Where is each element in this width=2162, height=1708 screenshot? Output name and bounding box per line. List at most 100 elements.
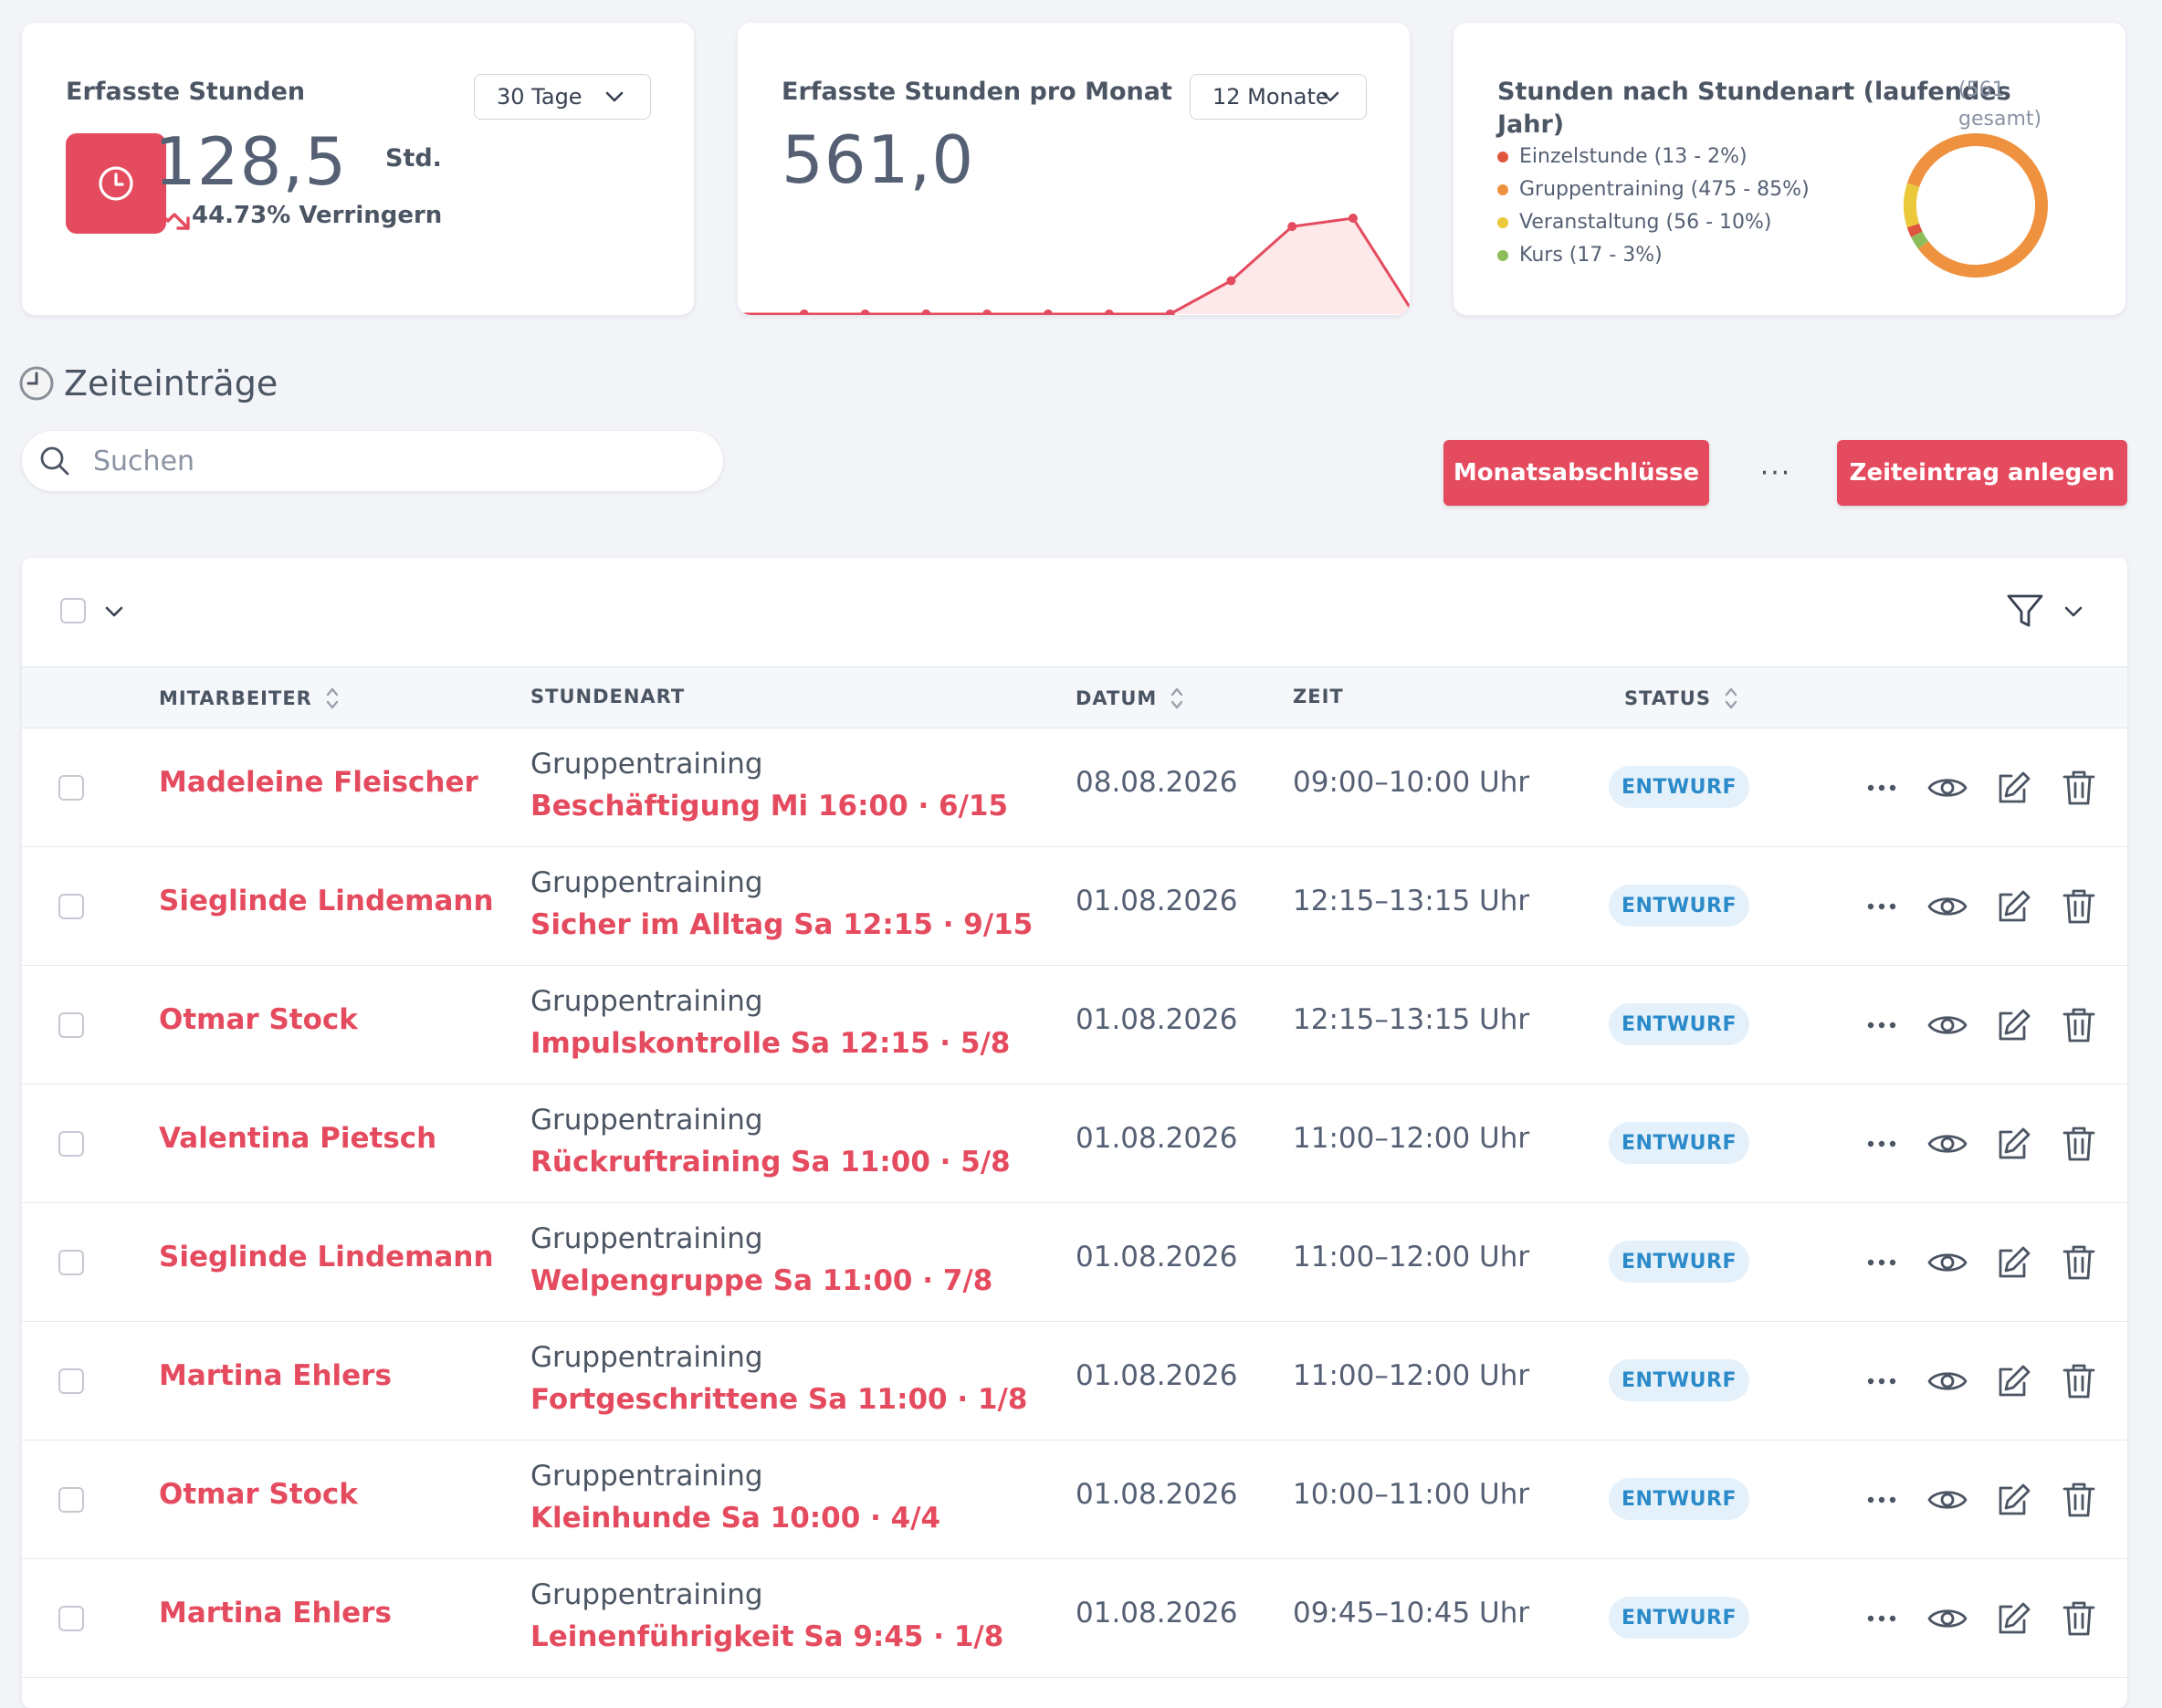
course-link[interactable]: Rückruftraining Sa 11:00 · 5/8 — [530, 1146, 1011, 1179]
row-checkbox[interactable] — [58, 1012, 84, 1038]
delete-button[interactable] — [2059, 768, 2099, 808]
more-icon — [1867, 784, 1896, 791]
course-link[interactable]: Fortgeschrittene Sa 11:00 · 1/8 — [530, 1383, 1028, 1416]
row-more-button[interactable] — [1862, 1480, 1902, 1520]
filter-icon[interactable] — [2005, 591, 2045, 631]
view-button[interactable] — [1927, 1480, 1968, 1520]
course-link[interactable]: Kleinhunde Sa 10:00 · 4/4 — [530, 1502, 941, 1535]
row-more-button[interactable] — [1862, 886, 1902, 927]
delete-button[interactable] — [2059, 1124, 2099, 1164]
employee-link[interactable]: Otmar Stock — [159, 1478, 358, 1511]
chevron-down-icon[interactable] — [2063, 605, 2083, 618]
view-button[interactable] — [1927, 1361, 1968, 1401]
table-row: Sieglinde Lindemann Gruppentraining Welpen… — [22, 1202, 2127, 1322]
delete-button[interactable] — [2059, 1005, 2099, 1045]
hours-card: Erfasste Stunden 30 Tage 128,5 Std. 44.7… — [22, 23, 694, 315]
hours-range-value: 30 Tage — [497, 84, 582, 110]
sparkline-point — [1226, 276, 1236, 286]
employee-link[interactable]: Martina Ehlers — [159, 1359, 392, 1392]
search-input[interactable] — [91, 444, 679, 478]
employee-link[interactable]: Madeleine Fleischer — [159, 766, 478, 799]
edit-button[interactable] — [1993, 768, 2033, 808]
create-entry-button[interactable]: Zeiteintrag anlegen — [1837, 440, 2127, 506]
sort-icon — [1171, 687, 1183, 709]
monthly-card-title: Erfasste Stunden pro Monat — [782, 78, 1172, 106]
header-type: STUNDENART — [530, 686, 686, 707]
view-button[interactable] — [1927, 768, 1968, 808]
donut-slice-einzelstunde — [1904, 133, 2048, 278]
row-checkbox[interactable] — [58, 1487, 84, 1513]
status-badge: ENTWURF — [1609, 1241, 1749, 1283]
types-card: Stunden nach Stundenart (laufendes Jahr)… — [1454, 23, 2125, 315]
edit-icon — [1999, 1127, 2031, 1159]
legend-item: Einzelstunde (13 - 2%) — [1497, 145, 1747, 168]
employee-link[interactable]: Sieglinde Lindemann — [159, 885, 494, 917]
monthly-range-dropdown[interactable]: 12 Monate — [1190, 74, 1367, 120]
trash-icon — [2062, 1245, 2095, 1280]
select-all-checkbox[interactable] — [60, 598, 86, 623]
course-link[interactable]: Welpengruppe Sa 11:00 · 7/8 — [530, 1264, 993, 1297]
delete-button[interactable] — [2059, 1598, 2099, 1639]
view-button[interactable] — [1927, 1124, 1968, 1164]
entry-time: 11:00–12:00 Uhr — [1293, 1122, 1530, 1155]
employee-link[interactable]: Otmar Stock — [159, 1003, 358, 1036]
trash-icon — [2062, 1601, 2095, 1636]
edit-button[interactable] — [1993, 1598, 2033, 1639]
entry-time: 12:15–13:15 Uhr — [1293, 885, 1530, 917]
monthly-close-button[interactable]: Monatsabschlüsse — [1443, 440, 1709, 506]
employee-link[interactable]: Valentina Pietsch — [159, 1122, 437, 1155]
delete-button[interactable] — [2059, 1242, 2099, 1283]
view-button[interactable] — [1927, 1242, 1968, 1283]
row-checkbox[interactable] — [58, 1368, 84, 1394]
employee-link[interactable]: Martina Ehlers — [159, 1597, 392, 1629]
row-checkbox[interactable] — [58, 1250, 84, 1275]
chevron-down-icon[interactable] — [104, 605, 124, 618]
trash-icon — [2062, 1008, 2095, 1043]
employee-link[interactable]: Sieglinde Lindemann — [159, 1241, 494, 1273]
view-button[interactable] — [1927, 1598, 1968, 1639]
table-row: Sieglinde Lindemann Gruppentraining Sicher… — [22, 846, 2127, 966]
course-link[interactable]: Leinenführigkeit Sa 9:45 · 1/8 — [530, 1620, 1004, 1653]
edit-button[interactable] — [1993, 1361, 2033, 1401]
row-more-button[interactable] — [1862, 1598, 1902, 1639]
search-icon — [40, 446, 69, 476]
row-checkbox[interactable] — [58, 1606, 84, 1631]
course-link[interactable]: Beschäftigung Mi 16:00 · 6/15 — [530, 790, 1009, 823]
row-more-button[interactable] — [1862, 1005, 1902, 1045]
row-checkbox[interactable] — [58, 1131, 84, 1157]
trend-down-icon — [155, 208, 190, 230]
header-date[interactable]: DATUM — [1076, 686, 1184, 711]
course-link[interactable]: Sicher im Alltag Sa 12:15 · 9/15 — [530, 908, 1034, 941]
header-employee[interactable]: MITARBEITER — [159, 686, 340, 711]
header-status[interactable]: STATUS — [1624, 686, 1738, 711]
table-row: Martina Ehlers Gruppentraining Fortgeschri… — [22, 1321, 2127, 1441]
edit-button[interactable] — [1993, 1480, 2033, 1520]
edit-icon — [1999, 890, 2031, 922]
delete-button[interactable] — [2059, 1361, 2099, 1401]
edit-button[interactable] — [1993, 886, 2033, 927]
hours-range-dropdown[interactable]: 30 Tage — [474, 74, 651, 120]
row-checkbox[interactable] — [58, 894, 84, 919]
monthly-range-value: 12 Monate — [1212, 84, 1329, 110]
sort-icon — [1725, 687, 1737, 709]
entry-date: 01.08.2026 — [1076, 885, 1238, 917]
row-more-button[interactable] — [1862, 1242, 1902, 1283]
entry-time: 09:00–10:00 Uhr — [1293, 766, 1530, 799]
view-button[interactable] — [1927, 886, 1968, 927]
more-actions-button[interactable]: ··· — [1759, 456, 1792, 489]
entry-time: 12:15–13:15 Uhr — [1293, 1003, 1530, 1036]
row-more-button[interactable] — [1862, 768, 1902, 808]
view-button[interactable] — [1927, 1005, 1968, 1045]
status-badge: ENTWURF — [1609, 1597, 1749, 1639]
row-more-button[interactable] — [1862, 1124, 1902, 1164]
delete-button[interactable] — [2059, 1480, 2099, 1520]
delete-button[interactable] — [2059, 886, 2099, 927]
course-link[interactable]: Impulskontrolle Sa 12:15 · 5/8 — [530, 1027, 1011, 1060]
edit-button[interactable] — [1993, 1124, 2033, 1164]
search-box[interactable] — [22, 431, 723, 491]
edit-button[interactable] — [1993, 1242, 2033, 1283]
edit-button[interactable] — [1993, 1005, 2033, 1045]
row-more-button[interactable] — [1862, 1361, 1902, 1401]
hour-type: Gruppentraining — [530, 1460, 763, 1493]
row-checkbox[interactable] — [58, 775, 84, 801]
